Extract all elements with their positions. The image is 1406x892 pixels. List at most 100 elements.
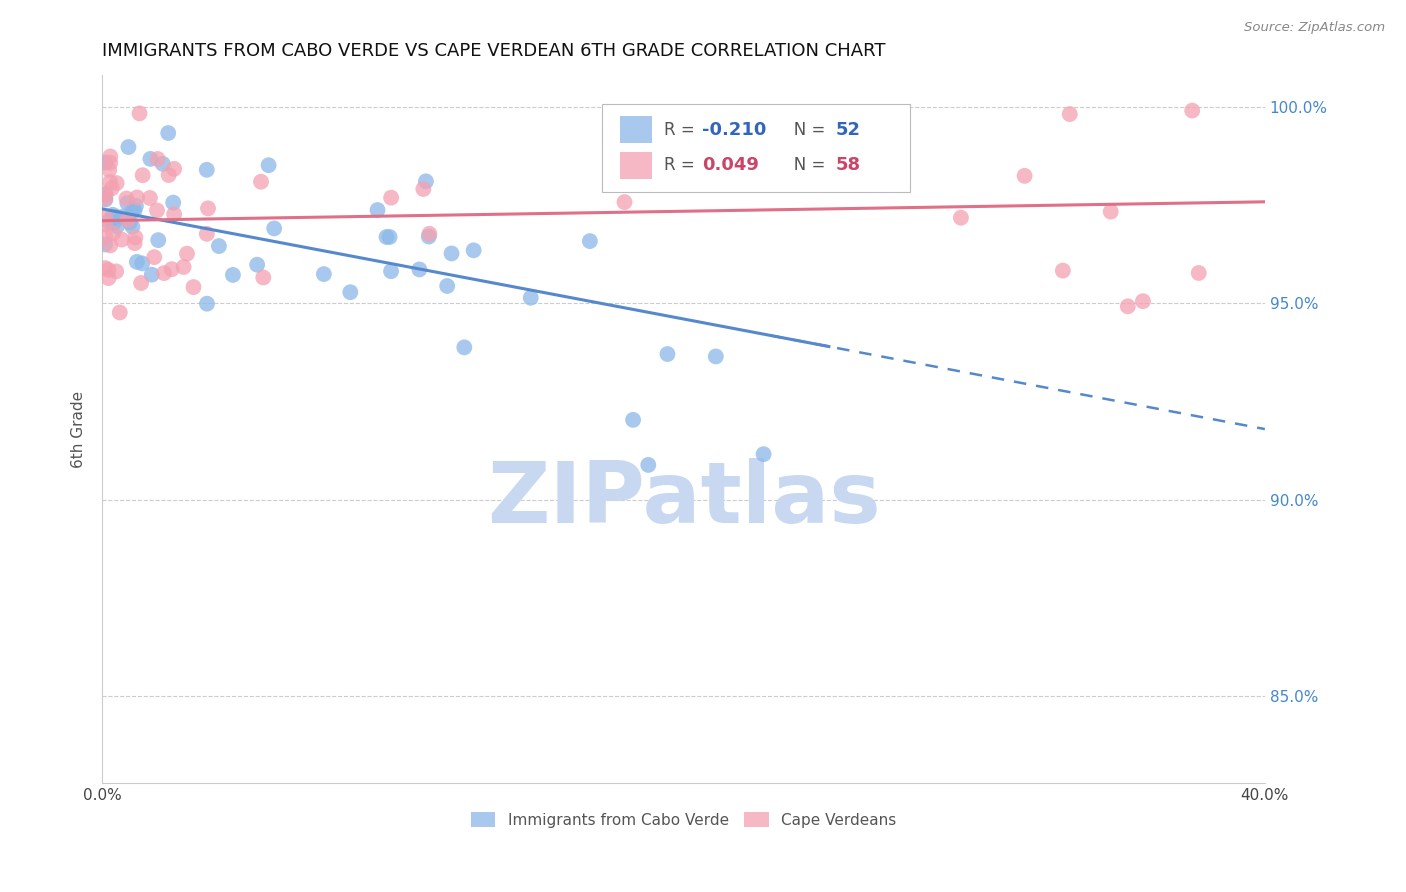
Point xyxy=(418,227,440,241)
Point xyxy=(637,458,659,472)
Point xyxy=(105,264,128,278)
Point xyxy=(125,199,148,213)
Point xyxy=(101,208,124,222)
Point xyxy=(408,262,430,277)
Text: Source: ZipAtlas.com: Source: ZipAtlas.com xyxy=(1244,21,1385,35)
Point xyxy=(121,219,143,234)
Point xyxy=(378,230,401,244)
Point xyxy=(112,210,135,224)
Point xyxy=(98,238,121,252)
Text: R =: R = xyxy=(664,120,700,138)
Point xyxy=(146,152,169,166)
Point xyxy=(197,202,219,216)
Point xyxy=(98,155,121,169)
Point xyxy=(263,221,285,235)
Point xyxy=(1014,169,1036,183)
Point xyxy=(440,246,463,260)
Point xyxy=(613,195,636,210)
Point xyxy=(94,210,117,224)
Point xyxy=(94,229,117,244)
Point xyxy=(463,244,485,258)
Point xyxy=(415,174,437,188)
Point xyxy=(163,207,186,221)
Point xyxy=(97,263,120,277)
Point xyxy=(94,193,117,207)
Point xyxy=(453,340,475,354)
Point xyxy=(1099,204,1122,219)
Point xyxy=(162,195,184,210)
Point xyxy=(252,270,274,285)
Point xyxy=(621,413,644,427)
Point xyxy=(1132,294,1154,309)
Point xyxy=(367,202,389,217)
Point xyxy=(131,256,153,270)
Point xyxy=(105,219,128,234)
Point xyxy=(117,196,139,211)
Point xyxy=(949,211,972,225)
Point xyxy=(141,268,163,282)
Point xyxy=(250,175,273,189)
Point xyxy=(105,176,128,190)
Point xyxy=(94,217,117,231)
Point xyxy=(176,246,198,260)
Point xyxy=(163,161,186,176)
Point xyxy=(94,187,117,202)
Point xyxy=(94,187,117,202)
Point xyxy=(125,255,148,269)
Point xyxy=(160,262,183,277)
Point xyxy=(103,216,125,230)
Point xyxy=(657,347,679,361)
Point xyxy=(246,258,269,272)
Point xyxy=(143,250,166,264)
FancyBboxPatch shape xyxy=(602,103,910,192)
Point xyxy=(148,233,170,247)
Point xyxy=(117,213,139,227)
Point xyxy=(1116,299,1139,313)
Point xyxy=(97,214,120,228)
Point xyxy=(380,191,402,205)
Point xyxy=(375,230,398,244)
Point xyxy=(98,175,121,189)
Point xyxy=(115,192,138,206)
Text: 0.049: 0.049 xyxy=(702,156,759,174)
Point xyxy=(98,149,121,163)
Point xyxy=(104,210,127,224)
Point xyxy=(124,203,146,218)
Point xyxy=(124,230,146,244)
Point xyxy=(131,168,153,182)
Point xyxy=(195,162,218,177)
Point xyxy=(222,268,245,282)
Legend: Immigrants from Cabo Verde, Cape Verdeans: Immigrants from Cabo Verde, Cape Verdean… xyxy=(465,806,903,834)
Text: ZIPatlas: ZIPatlas xyxy=(486,458,880,541)
Point xyxy=(118,215,141,229)
Point xyxy=(139,191,162,205)
Text: IMMIGRANTS FROM CABO VERDE VS CAPE VERDEAN 6TH GRADE CORRELATION CHART: IMMIGRANTS FROM CABO VERDE VS CAPE VERDE… xyxy=(103,42,886,60)
Point xyxy=(108,305,131,319)
Point xyxy=(157,126,180,140)
Point xyxy=(94,155,117,169)
Point xyxy=(152,157,174,171)
Point xyxy=(157,168,180,182)
Point xyxy=(128,106,150,120)
Point xyxy=(1181,103,1204,118)
Point xyxy=(844,160,866,174)
Point xyxy=(146,203,169,218)
Point xyxy=(208,239,231,253)
Point xyxy=(101,181,124,195)
Point xyxy=(519,291,541,305)
Point xyxy=(195,227,218,241)
Point xyxy=(117,140,139,154)
Text: 58: 58 xyxy=(835,156,860,174)
Point xyxy=(153,266,176,280)
Point xyxy=(776,178,799,192)
Y-axis label: 6th Grade: 6th Grade xyxy=(72,391,86,467)
Point xyxy=(704,350,727,364)
Point xyxy=(103,226,125,240)
Text: -0.210: -0.210 xyxy=(702,120,766,138)
Point xyxy=(579,234,602,248)
Point xyxy=(94,192,117,206)
Point xyxy=(312,267,335,281)
Point xyxy=(195,296,218,310)
Point xyxy=(752,447,775,461)
Point xyxy=(1059,107,1081,121)
